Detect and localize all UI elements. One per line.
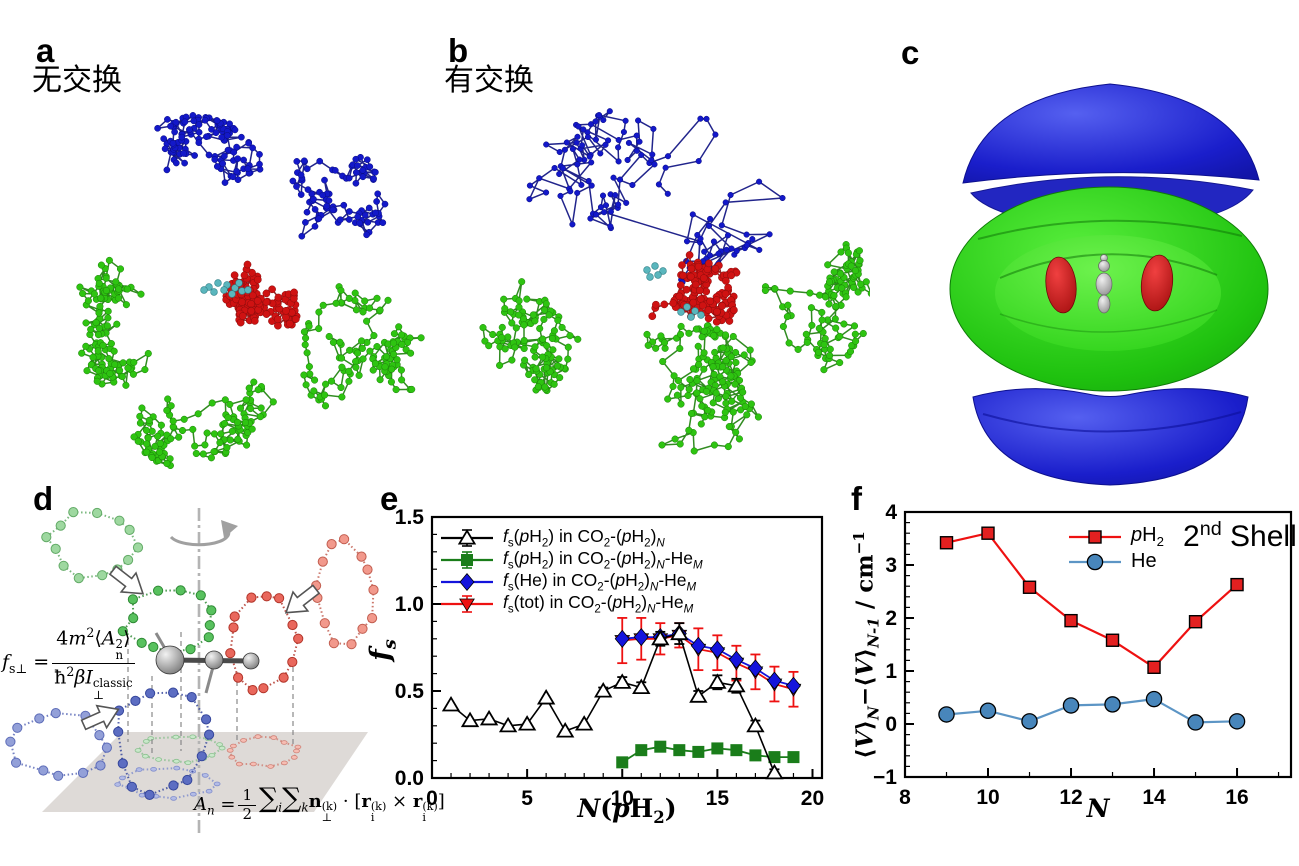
- panel-a-caption: 无交换: [32, 64, 122, 97]
- svg-text:0: 0: [885, 713, 897, 736]
- chart-f-ylabel: ⟨V⟩N−⟨V⟩N-1 / cm−1: [850, 531, 883, 759]
- equation-lhs: An =: [194, 793, 236, 818]
- svg-text:−1: −1: [873, 766, 897, 789]
- ring-polymer: [41, 506, 144, 584]
- panel-b-simulation-snapshot: [479, 108, 870, 455]
- polymer-cluster: [479, 278, 582, 395]
- chart-e: 0 5 10 15 20 0.0 0.5 1.0 1.5: [395, 506, 824, 810]
- polymer-cluster: [526, 108, 786, 286]
- svg-text:0: 0: [426, 787, 438, 810]
- svg-text:12: 12: [1059, 786, 1082, 809]
- co2-core-beads: [643, 262, 705, 321]
- chart-f-xlabel: N: [1086, 794, 1110, 823]
- legend-marker-triangle-up-open-icon: [441, 529, 493, 547]
- chart-e-ylabel: fs: [365, 639, 401, 661]
- panel-b-caption: 有交换: [444, 64, 534, 97]
- projection-plane: [42, 732, 368, 812]
- svg-text:5: 5: [521, 787, 533, 810]
- panel-f-letter: f: [851, 480, 862, 517]
- legend-label: fs(pH2) in CO2-(pH2)N-HeM: [503, 548, 703, 572]
- shell-annotation: 2nd Shell: [1183, 518, 1297, 553]
- equation-rhs: ∑i∑kn (k) ⊥ · [r (k) i × r (k) i]: [259, 783, 445, 825]
- polymer-cluster: [130, 378, 277, 470]
- co2-molecule: [154, 632, 260, 694]
- legend-marker-triangle-down-icon: [441, 595, 493, 613]
- iso-bottom-blue-cap: [972, 388, 1249, 486]
- legend-label: pH2: [1131, 524, 1164, 549]
- svg-text:2: 2: [885, 607, 897, 630]
- series-he: [938, 690, 1246, 731]
- iso-gray-core: [1095, 254, 1113, 314]
- equation-area-estimator: An = 1 2 ∑i∑kn (k) ⊥ · [r (k) i × r (k) i]: [194, 783, 445, 825]
- legend-label: fs(tot) in CO2-(pH2)N-HeM: [503, 592, 694, 616]
- chart-f-legend: pH2 He: [1066, 524, 1164, 574]
- svg-text:1: 1: [885, 660, 897, 683]
- svg-text:15: 15: [706, 787, 730, 810]
- panel-c-density-isosurface: [949, 83, 1269, 486]
- svg-text:4: 4: [885, 501, 897, 524]
- svg-text:8: 8: [899, 786, 911, 809]
- series-ph2: [939, 526, 1244, 674]
- polymer-cluster: [648, 251, 741, 326]
- legend-item: fs(pH2) in CO2-(pH2)N: [438, 526, 703, 550]
- legend-marker-square-icon: [1069, 529, 1121, 544]
- legend-label: He: [1131, 550, 1157, 572]
- bead-insertion-arrow-icon: [80, 704, 120, 731]
- panel-c-letter: c: [901, 34, 920, 71]
- panel-b-letter: b: [448, 32, 469, 69]
- equation-fs-perp: fs⊥ = 4m2⟨A 2 n ⟩ ħ2βI classic ⊥: [2, 625, 135, 702]
- rotation-arrow-icon: [169, 520, 238, 547]
- panel-e-letter: e: [380, 480, 399, 517]
- legend-item: fs(He) in CO2-(pH2)N-HeM: [438, 570, 703, 594]
- ring-polymer: [5, 708, 113, 781]
- series-fs-ph2-in-co2-ph2-n: [441, 622, 784, 780]
- legend-item: fs(pH2) in CO2-(pH2)N-HeM: [438, 548, 703, 572]
- legend-item: pH2: [1066, 524, 1164, 549]
- equation-fraction: 4m2⟨A 2 n ⟩ ħ2βI classic ⊥: [52, 625, 135, 702]
- svg-text:1.5: 1.5: [395, 506, 425, 529]
- legend-label: fs(He) in CO2-(pH2)N-HeM: [503, 570, 697, 594]
- panel-a-simulation-snapshot: [76, 112, 425, 470]
- bead-insertion-arrow-icon: [108, 565, 145, 595]
- bead-insertion-arrow-icon: [284, 584, 321, 614]
- svg-text:0.0: 0.0: [395, 767, 424, 790]
- legend-marker-diamond-icon: [441, 572, 493, 592]
- polymer-cluster: [761, 241, 870, 374]
- ring-polymer: [226, 734, 302, 769]
- ring-polymer: [225, 591, 304, 696]
- polymer-cluster: [154, 112, 264, 186]
- legend-item: He: [1066, 549, 1164, 574]
- ring-polymer: [113, 687, 215, 800]
- chart-e-legend: fs(pH2) in CO2-(pH2)N fs(pH2) in CO2-(pH2…: [438, 526, 703, 616]
- panel-d-letter: d: [33, 480, 54, 517]
- svg-text:1.0: 1.0: [395, 593, 424, 616]
- ring-polymer: [117, 585, 217, 658]
- svg-text:20: 20: [801, 787, 824, 810]
- panel-a-letter: a: [36, 32, 55, 69]
- polymer-cluster: [289, 153, 389, 240]
- svg-text:10: 10: [976, 786, 999, 809]
- co2-core-beads: [200, 279, 252, 298]
- legend-marker-circle-icon: [1069, 553, 1121, 570]
- chart-e-xlabel: N(pH2): [577, 794, 677, 827]
- svg-text:0.5: 0.5: [395, 680, 425, 703]
- polymer-cluster: [76, 256, 152, 389]
- svg-text:3: 3: [885, 554, 897, 577]
- legend-marker-square-icon: [441, 551, 493, 569]
- legend-item: fs(tot) in CO2-(pH2)N-HeM: [438, 592, 703, 616]
- svg-text:10: 10: [611, 787, 634, 810]
- polymer-cluster: [643, 322, 762, 455]
- iso-red-lobes: [1045, 254, 1174, 314]
- panel-d-ring-polymer-diagram: [5, 506, 379, 836]
- equation-fraction: 1 2: [238, 788, 257, 823]
- equation-lhs: fs⊥ =: [2, 651, 50, 677]
- polymer-cluster: [300, 283, 425, 410]
- svg-text:16: 16: [1225, 786, 1248, 809]
- series-fs-ph2-in-co2-ph2-n-hem: [616, 740, 800, 769]
- svg-text:14: 14: [1142, 786, 1166, 809]
- legend-label: fs(pH2) in CO2-(pH2)N: [503, 526, 665, 550]
